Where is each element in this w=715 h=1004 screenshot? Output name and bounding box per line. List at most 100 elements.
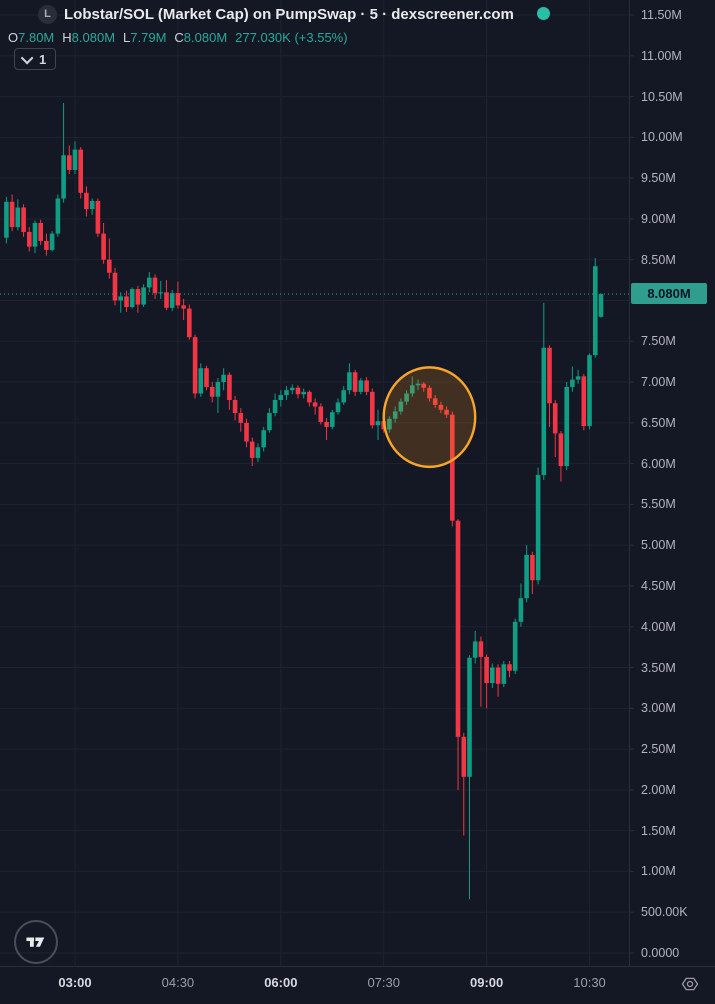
high-label: H (62, 29, 72, 45)
price-axis-label: 6.50M (641, 415, 676, 430)
candle-body (192, 337, 198, 394)
candle-body (581, 376, 587, 427)
candle-body (432, 398, 438, 405)
open-label: O (8, 29, 19, 45)
candle-body (495, 667, 501, 684)
candle-body (570, 379, 575, 387)
candle-body (484, 656, 489, 684)
candle-body (67, 155, 72, 170)
candle-body (524, 554, 529, 599)
open-value: 7.80M (18, 29, 55, 45)
candle-body (175, 293, 181, 306)
candle-body (89, 200, 95, 210)
candle-body (575, 376, 581, 380)
price-axis-label: 5.00M (641, 538, 676, 553)
price-axis-label: 7.50M (641, 334, 676, 349)
time-axis-label: 04:30 (161, 975, 195, 990)
price-axis-label: 0.0000 (641, 946, 680, 960)
candle-body (335, 402, 341, 413)
candle-body (118, 296, 123, 301)
axis-settings-button[interactable] (680, 974, 700, 994)
price-axis-label: 7.00M (641, 375, 676, 390)
chart-title: Lobstar/SOL (Market Cap) on PumpSwap · 5… (64, 5, 514, 23)
price-axis-label: 1.50M (641, 823, 676, 838)
candle-body (112, 272, 118, 301)
candle-body (124, 296, 129, 308)
gear-icon (681, 977, 699, 991)
candle-body (558, 433, 564, 467)
candle-body (55, 198, 61, 234)
candle-body (472, 641, 478, 658)
candle-body (272, 399, 278, 414)
candle-body (387, 418, 392, 430)
candle-body (501, 664, 507, 684)
time-axis-label: 09:00 (470, 975, 504, 990)
candle-body (278, 395, 284, 400)
candle-body (530, 554, 535, 581)
candle-body (78, 149, 83, 193)
candle-body (289, 387, 295, 391)
candle-body (21, 207, 26, 232)
price-axis-separator (629, 0, 630, 966)
candle-body (221, 374, 226, 383)
candle-body (158, 292, 164, 294)
candle-body (147, 277, 152, 288)
candle-body (427, 387, 432, 399)
candle-body (352, 372, 358, 392)
price-axis-label: 6.00M (641, 456, 676, 471)
price-axis-label: 10.00M (641, 130, 683, 145)
time-axis-separator (0, 966, 715, 967)
candle-body (478, 641, 484, 657)
ohlc-row: O 7.80M H 8.080M L 7.79M C 8.080M 277.030K (… (8, 29, 348, 45)
price-axis-label: 3.00M (641, 701, 676, 716)
candle-body (541, 347, 547, 476)
candle-body (593, 266, 598, 356)
candle-body (27, 231, 32, 247)
status-dot-icon (537, 7, 550, 20)
candle-body (261, 430, 266, 448)
candle-body (421, 383, 426, 388)
price-axis[interactable]: 11.50M 11.00M 10.50M 10.00M 9.50M 9.00M 8.50M 7… (630, 0, 715, 966)
last-price-label: 8.080M (631, 283, 707, 305)
price-axis-label: 2.50M (641, 742, 676, 757)
candle-body (72, 149, 78, 170)
candle-body (164, 292, 169, 308)
candle-body (547, 347, 552, 404)
time-axis-label: 07:30 (367, 975, 400, 990)
title-row: L Lobstar/SOL (Market Cap) on PumpSwap ·… (38, 4, 514, 24)
price-axis-label: 4.50M (641, 578, 676, 593)
candle-body (84, 192, 89, 210)
candle-body (15, 207, 21, 228)
candle-body (61, 155, 66, 199)
candle-body (438, 404, 444, 410)
time-axis[interactable]: 03:00 04:30 06:00 07:30 09:00 10:30 (0, 967, 715, 1004)
candle-body (587, 355, 592, 427)
candle-body (358, 380, 364, 392)
interval-dropdown-button[interactable]: 1 (14, 48, 57, 70)
candle-body (552, 403, 558, 434)
candle-body (244, 422, 249, 442)
candle-body (398, 401, 404, 412)
candle-body (215, 382, 221, 397)
candle-body (375, 421, 381, 426)
interval-label: 1 (39, 51, 47, 67)
candle-body (107, 259, 112, 273)
high-value: 8.080M (71, 29, 116, 45)
candle-body (255, 447, 261, 458)
candle-body (312, 402, 318, 407)
candle-body (238, 413, 244, 423)
candle-body (32, 222, 38, 247)
candle-body (152, 277, 158, 294)
candle-body (135, 289, 141, 305)
close-label: C (174, 29, 184, 45)
candle-body (187, 308, 192, 338)
price-axis-label: 500.00K (641, 905, 688, 920)
candle-body (370, 391, 375, 426)
tradingview-logo[interactable] (14, 920, 58, 964)
candle-body (4, 201, 9, 238)
grid-layer (0, 0, 628, 966)
candle-body (518, 598, 524, 622)
candle-body (392, 411, 398, 419)
